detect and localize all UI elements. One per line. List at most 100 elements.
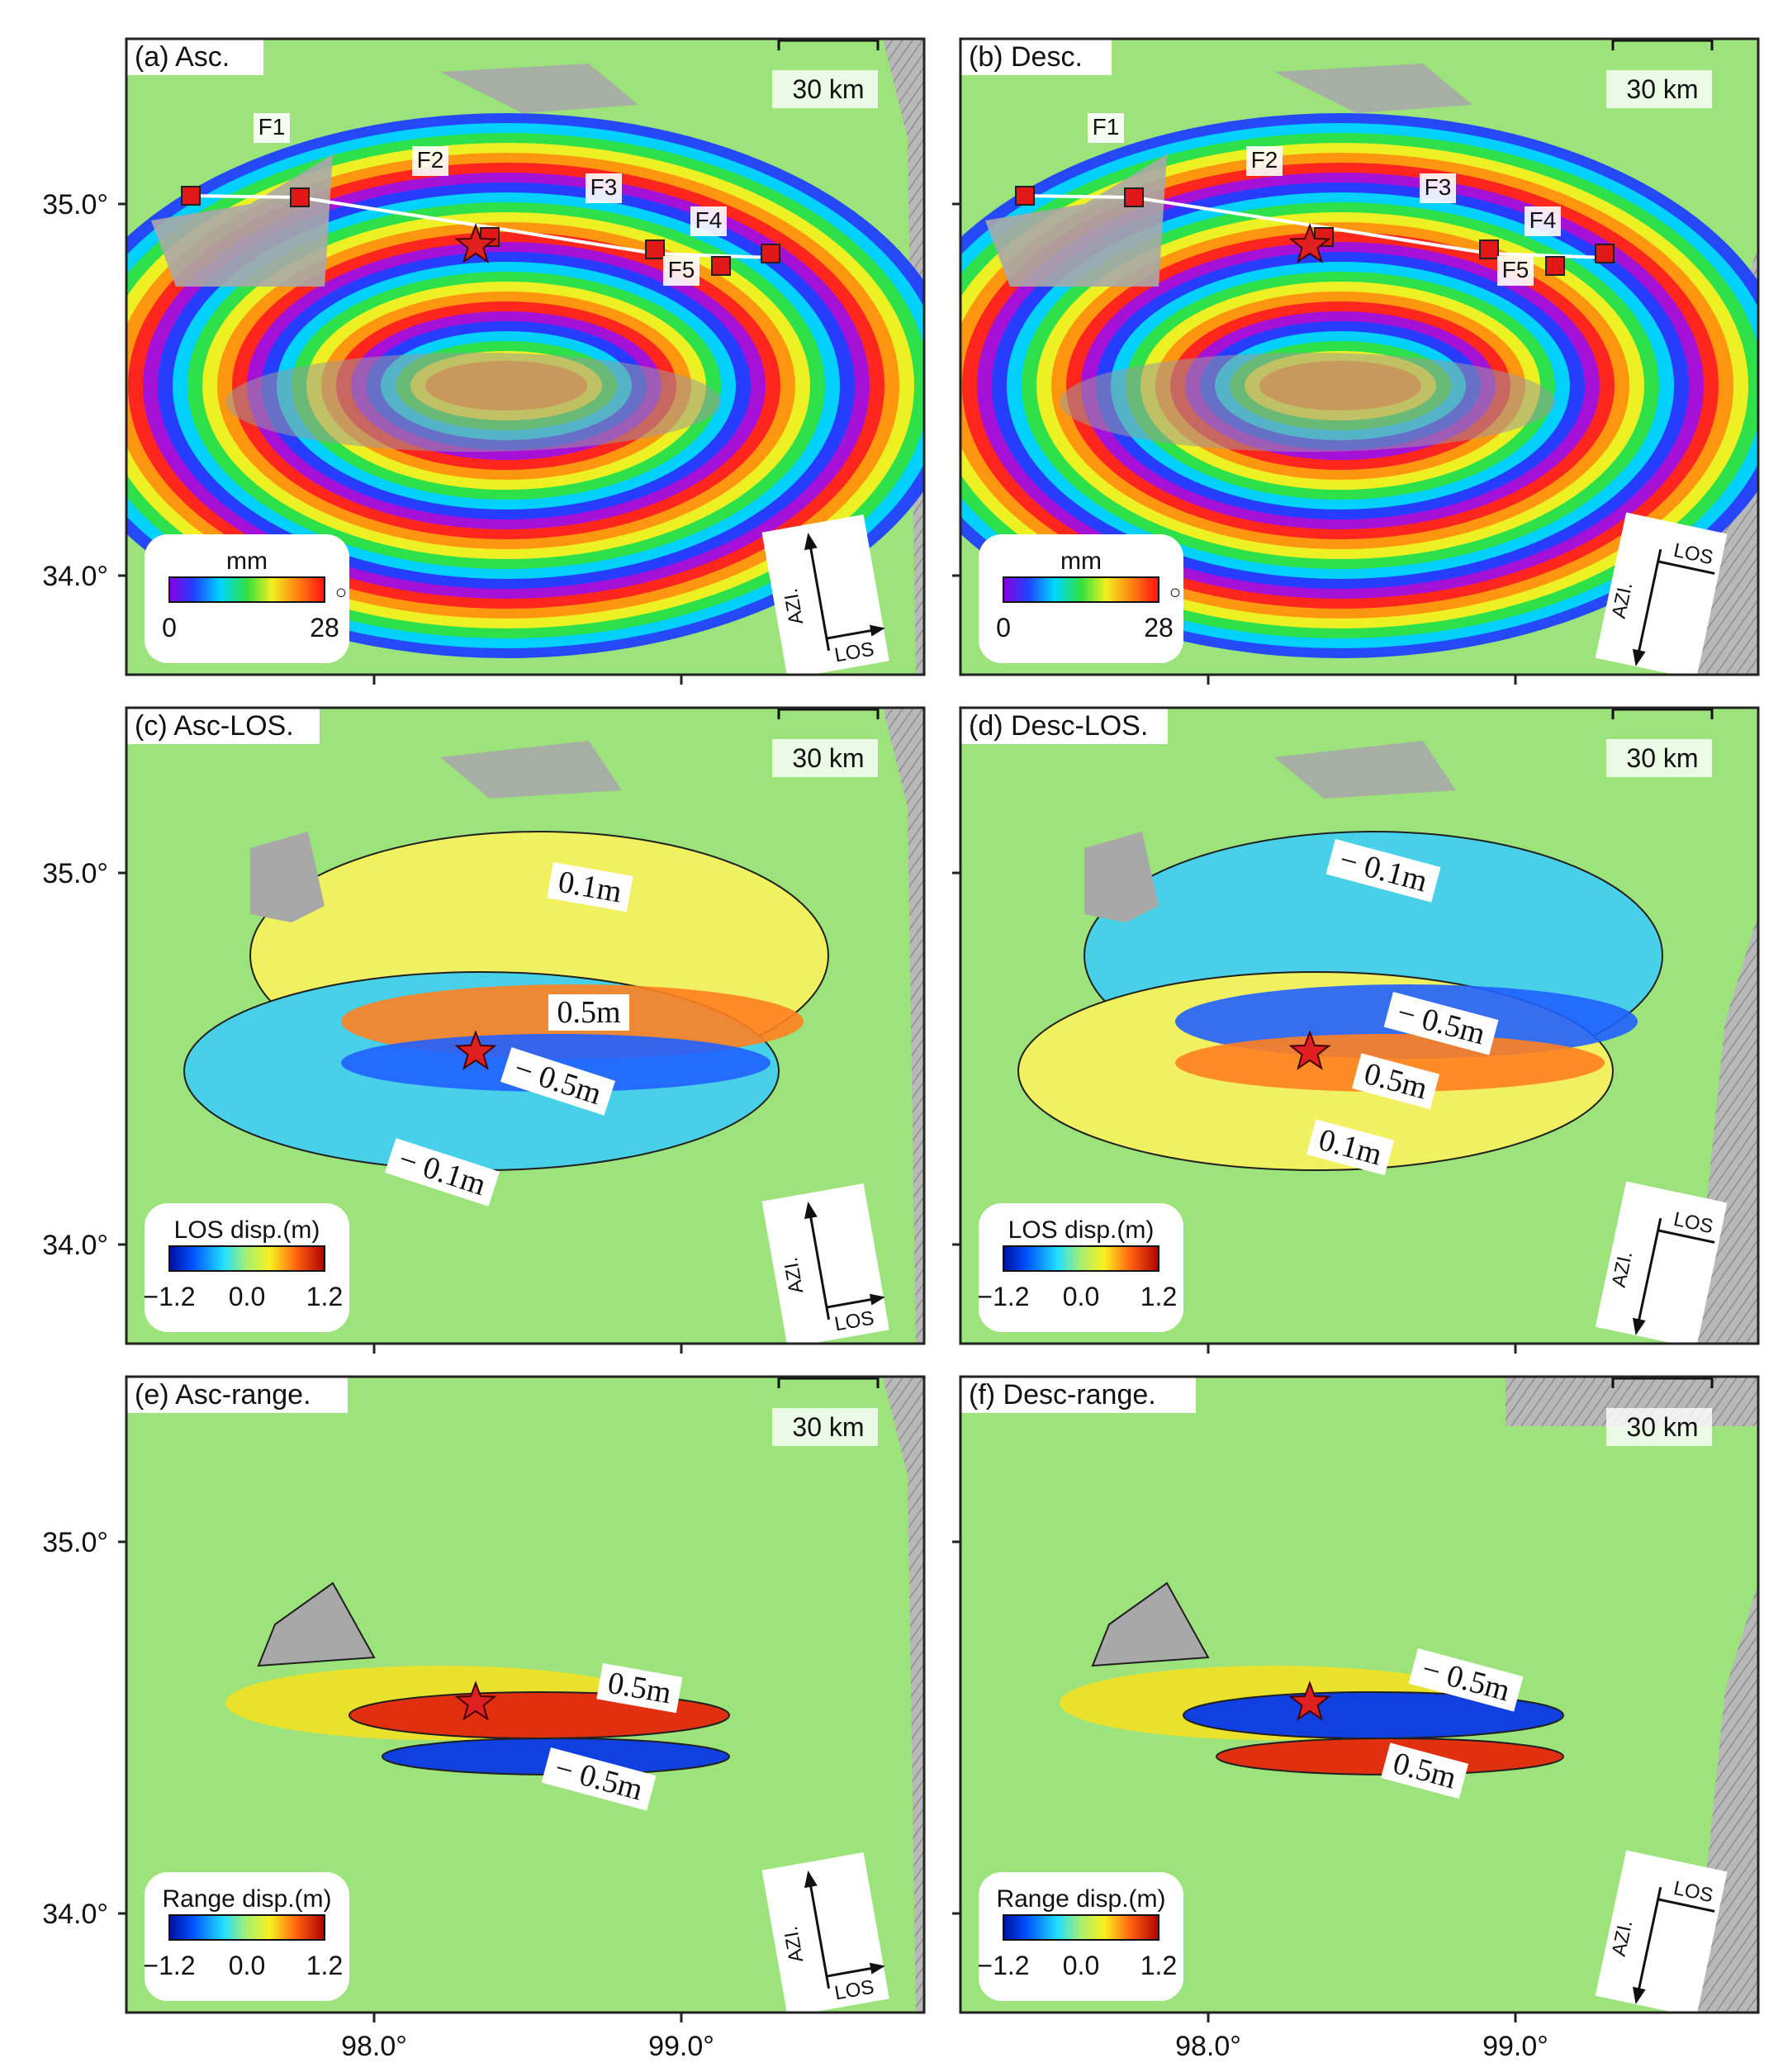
colorbar-gradient <box>168 1914 325 1941</box>
los-arrow <box>1657 1229 1715 1244</box>
fault-marker <box>645 239 665 259</box>
colorbar-mid: 0.0 <box>1063 1951 1099 1980</box>
fault-label: F5 <box>668 257 695 282</box>
fault-marker <box>711 256 731 276</box>
y-tick-label: 35.0° <box>42 189 108 220</box>
panel-frame <box>959 1375 1760 2014</box>
cycle-mark: ○ <box>1169 581 1182 604</box>
x-tick-label: 99.0° <box>648 2031 714 2062</box>
fault-marker <box>1015 186 1035 206</box>
water-body <box>1091 1581 1210 1667</box>
colorbar-max: 1.2 <box>306 1951 343 1980</box>
x-tick-label: 99.0° <box>1482 2031 1548 2062</box>
scale-bar <box>777 39 880 50</box>
fault-marker <box>181 186 201 206</box>
fault-marker <box>761 244 780 263</box>
panel-c: 0.1m0.5m− 0.5m− 0.1m(c) Asc-LOS.30 kmLOS… <box>42 706 926 1354</box>
colorbar-mid: 0.0 <box>229 1951 265 1980</box>
scale-label: 30 km <box>1626 1412 1698 1442</box>
los-arrow <box>1657 1898 1715 1913</box>
compass: AZI.LOS <box>761 1852 889 2013</box>
y-tick-label: 34.0° <box>42 1899 108 1930</box>
colorbar-min: −1.2 <box>143 1951 195 1980</box>
water-body <box>250 832 325 922</box>
scale-label: 30 km <box>792 743 864 773</box>
water-body <box>440 741 622 799</box>
panel-title: (d) Desc-LOS. <box>969 710 1148 742</box>
colorbar-gradient <box>168 1245 325 1272</box>
fault-marker <box>1595 244 1615 263</box>
colorbar-max: 1.2 <box>1140 1282 1177 1311</box>
panel-title: (e) Asc-range. <box>135 1379 311 1411</box>
fault-marker <box>1545 256 1565 276</box>
azi-arrow <box>1636 548 1662 659</box>
fault-label: F3 <box>1425 174 1452 200</box>
compass: AZI.LOS <box>1595 512 1728 675</box>
decorrelation-zone <box>225 353 721 452</box>
scale-label: 30 km <box>1626 743 1698 773</box>
y-tick-label: 35.0° <box>42 1527 108 1558</box>
no-data-strip <box>883 708 924 1344</box>
panel-frame <box>125 706 926 1345</box>
panel-title: (b) Desc. <box>969 41 1083 73</box>
compass: AZI.LOS <box>1595 1850 1728 2013</box>
colorbar-title: Range disp.(m) <box>162 1885 331 1913</box>
colorbar: Range disp.(m) −1.2 0.0 1.2 <box>143 1872 349 2001</box>
colorbar-mid: 0.0 <box>229 1282 265 1311</box>
fault-label: F4 <box>695 207 723 233</box>
compass: AZI.LOS <box>1595 1181 1728 1344</box>
fault-label: F1 <box>258 114 286 140</box>
panel-title: (f) Desc-range. <box>969 1379 1156 1411</box>
x-tick-label: 98.0° <box>1175 2031 1241 2062</box>
panel-map: − 0.1m− 0.5m0.5m0.1m(d) Desc-LOS.30 kmLO… <box>960 708 1758 1344</box>
colorbar-title: Range disp.(m) <box>996 1885 1165 1913</box>
colorbar-min: −1.2 <box>977 1282 1029 1311</box>
panel-map: 0.1m0.5m− 0.5m− 0.1m(c) Asc-LOS.30 kmLOS… <box>126 708 924 1344</box>
fault-marker <box>1124 187 1144 207</box>
decorrelation-zone <box>1060 353 1555 452</box>
scale-bar <box>777 1377 880 1388</box>
fault-label: F5 <box>1502 257 1529 282</box>
colorbar: mm 0 28 ○ <box>979 534 1183 663</box>
colorbar-max: 28 <box>310 613 339 642</box>
fault-label: F2 <box>1251 147 1278 173</box>
fault-label: F4 <box>1529 207 1557 233</box>
water-body <box>257 1581 376 1667</box>
colorbar-title: mm <box>226 548 268 575</box>
colorbar-title: mm <box>1060 548 1102 575</box>
panel-frame <box>125 1375 926 2014</box>
scale-bar <box>1611 708 1714 719</box>
y-tick-label: 35.0° <box>42 858 108 889</box>
panel-frame <box>125 37 926 676</box>
colorbar-min: −1.2 <box>977 1951 1029 1980</box>
colorbar-min: −1.2 <box>143 1282 195 1311</box>
fault-trace <box>1024 194 1605 259</box>
scale-bar <box>1611 1377 1714 1388</box>
colorbar-gradient <box>1003 576 1159 603</box>
fault-marker <box>1479 239 1499 259</box>
fault-marker <box>290 187 310 207</box>
colorbar-gradient <box>168 576 325 603</box>
colorbar: mm 0 28 ○ <box>145 534 349 663</box>
colorbar-min: 0 <box>162 613 177 642</box>
epicenter-star <box>1288 1681 1331 1721</box>
panel-title: (a) Asc. <box>135 41 230 73</box>
panel-title: (c) Asc-LOS. <box>135 710 294 742</box>
colorbar: LOS disp.(m) −1.2 0.0 1.2 <box>143 1203 349 1332</box>
colorbar-min: 0 <box>996 613 1011 642</box>
y-tick-label: 34.0° <box>42 1230 108 1261</box>
colorbar-mid: 0.0 <box>1063 1282 1099 1311</box>
contour-label-text: 0.5m <box>557 995 620 1030</box>
scale-label: 30 km <box>1626 74 1698 104</box>
colorbar-max: 1.2 <box>306 1282 343 1311</box>
colorbar: Range disp.(m) −1.2 0.0 1.2 <box>977 1872 1183 2001</box>
water-body <box>985 154 1167 287</box>
colorbar-title: LOS disp.(m) <box>174 1216 320 1244</box>
colorbar-max: 28 <box>1144 613 1174 642</box>
compass: AZI.LOS <box>761 514 889 675</box>
